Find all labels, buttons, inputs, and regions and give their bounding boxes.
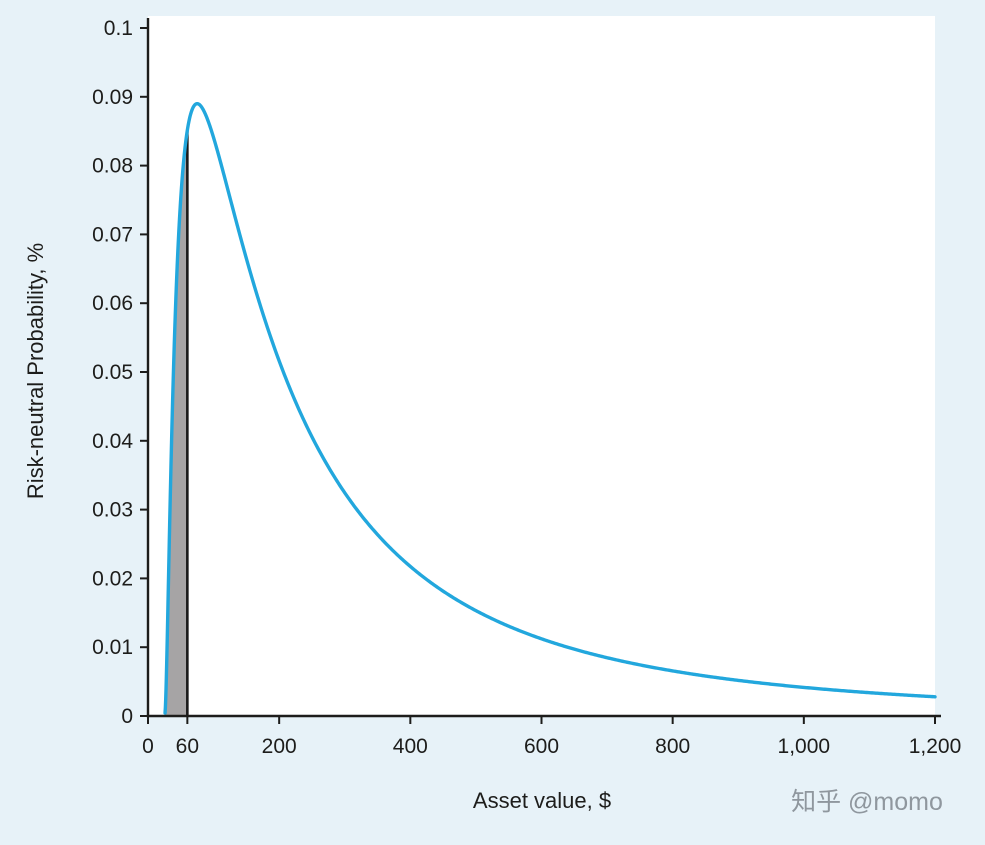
x-axis-title: Asset value, $: [472, 788, 612, 813]
y-tick-label: 0.03: [92, 499, 133, 522]
y-tick-label: 0.06: [92, 292, 133, 315]
x-tick-label: 400: [393, 735, 428, 758]
y-axis-title: Risk-neutral Probability, %: [23, 242, 48, 500]
y-tick-label: 0.01: [92, 636, 133, 659]
watermark: 知乎 @momo: [791, 788, 943, 816]
y-tick-label: 0.08: [92, 155, 133, 178]
x-tick-label: 0: [142, 735, 154, 758]
y-tick-label: 0.1: [104, 17, 133, 40]
x-tick-label: 600: [524, 735, 559, 758]
plot-area: [148, 16, 935, 716]
x-tick-label: 200: [262, 735, 297, 758]
density-curve: [163, 101, 937, 715]
shaded-default-probability-area: [165, 130, 188, 716]
y-tick-label: 0.05: [92, 361, 133, 384]
y-tick-label: 0.07: [92, 223, 133, 246]
y-tick-label: 0.04: [92, 430, 133, 453]
x-tick-label: 800: [655, 735, 690, 758]
x-tick-label: 1,200: [909, 735, 962, 758]
y-tick-label: 0: [121, 705, 133, 728]
y-tick-label: 0.02: [92, 567, 133, 590]
x-tick-label: 1,000: [778, 735, 831, 758]
x-tick-label: 60: [176, 735, 199, 758]
y-tick-label: 0.09: [92, 86, 133, 109]
